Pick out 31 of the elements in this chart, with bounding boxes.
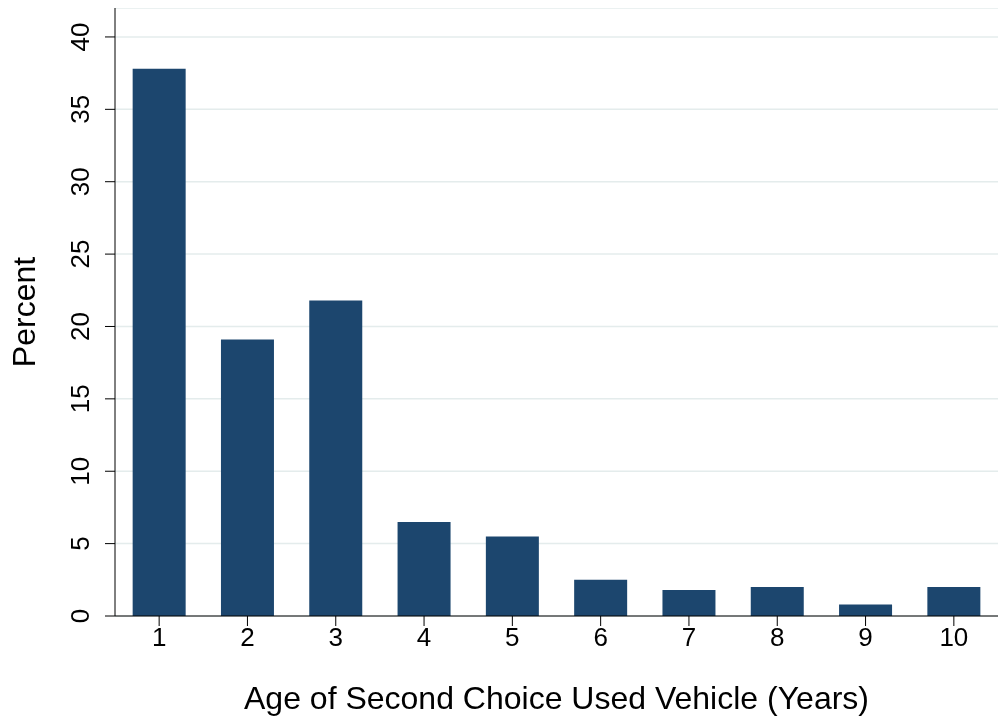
y-tick-label: 5: [65, 536, 95, 551]
x-tick-label: 1: [151, 622, 167, 653]
bar: [750, 587, 804, 616]
x-tick-label: 4: [416, 622, 432, 653]
y-tick-label: 15: [65, 384, 95, 414]
bar: [839, 604, 893, 616]
y-tick-label: 35: [65, 94, 95, 124]
y-tick-label: 25: [65, 239, 95, 269]
bar: [485, 536, 539, 616]
x-tick-label: 8: [770, 622, 785, 653]
y-tick-label: 20: [65, 312, 95, 341]
x-tick-label: 5: [505, 622, 520, 653]
x-tick-label: 6: [593, 622, 608, 653]
bar: [927, 587, 981, 616]
x-tick-label: 3: [328, 622, 343, 653]
y-axis-title: Percent: [6, 256, 43, 368]
bar: [309, 300, 363, 616]
bar: [220, 339, 274, 616]
y-tick-label: 0: [65, 608, 95, 624]
x-tick-label: 9: [858, 622, 873, 653]
y-tick-label: 30: [65, 167, 95, 197]
bar: [574, 579, 628, 616]
bar: [662, 589, 716, 616]
y-tick-label: 10: [65, 456, 95, 486]
x-tick-label: 10: [939, 622, 969, 653]
bar: [132, 68, 186, 616]
x-tick-label: 7: [681, 622, 697, 653]
bar: [397, 521, 451, 616]
x-axis-title: Age of Second Choice Used Vehicle (Years): [244, 680, 869, 716]
y-tick-label: 40: [65, 22, 95, 52]
x-tick-label: 2: [240, 622, 255, 653]
